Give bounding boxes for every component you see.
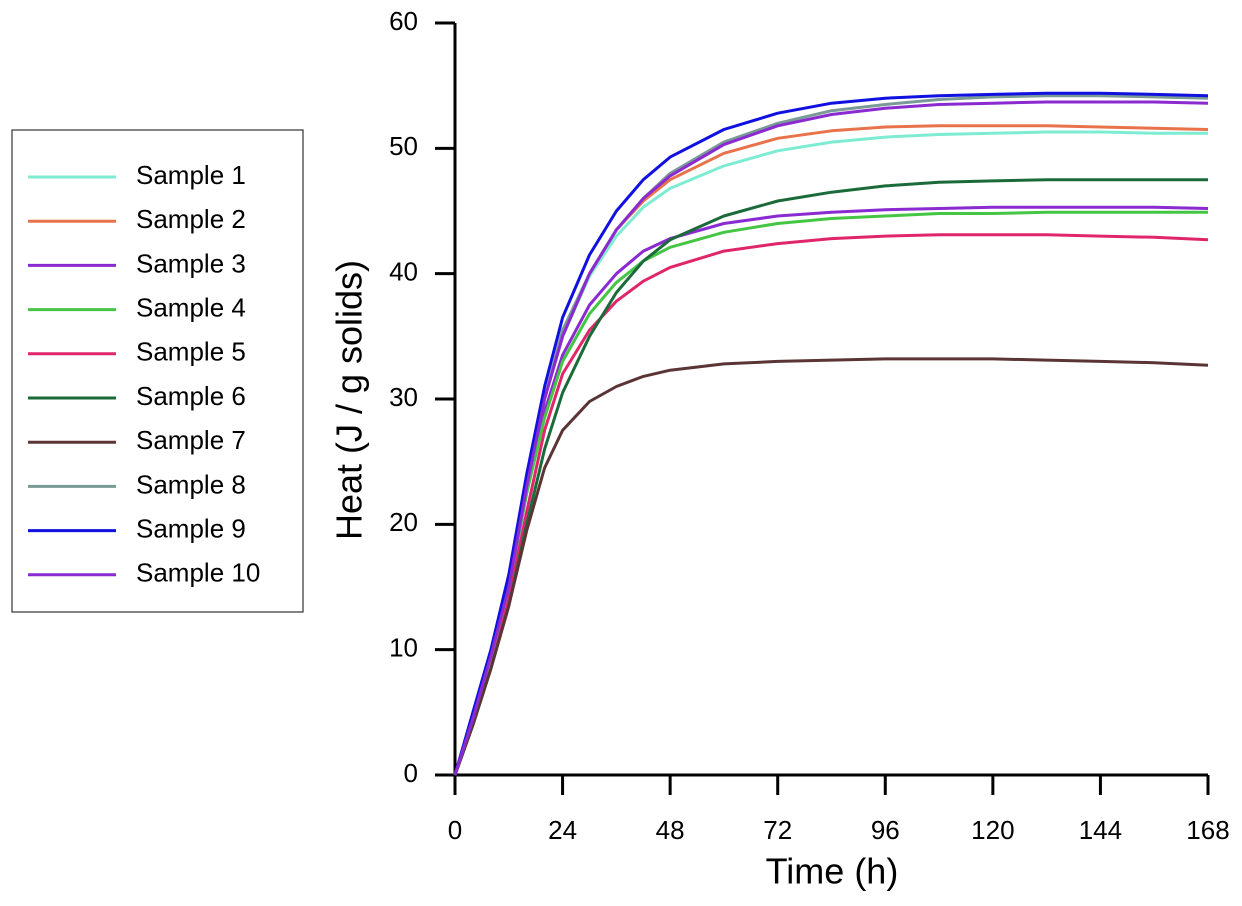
legend-label: Sample 1 [136, 160, 246, 190]
y-tick-label: 10 [389, 633, 418, 663]
series-line [453, 233, 1209, 776]
legend-label: Sample 2 [136, 204, 246, 234]
legend-label: Sample 5 [136, 337, 246, 367]
x-tick-label: 48 [656, 815, 685, 845]
series-line [453, 205, 1209, 776]
legend-label: Sample 3 [136, 248, 246, 278]
series-line [453, 91, 1209, 776]
series-line [453, 100, 1209, 776]
legend-label: Sample 7 [136, 425, 246, 455]
x-tick-label: 72 [763, 815, 792, 845]
series-line [453, 124, 1209, 776]
y-tick-label: 60 [389, 6, 418, 36]
legend-label: Sample 10 [136, 558, 260, 588]
x-tick-label: 96 [871, 815, 900, 845]
x-axis-title: Time (h) [766, 851, 899, 892]
x-tick-label: 24 [548, 815, 577, 845]
x-tick-label: 0 [448, 815, 462, 845]
y-tick-label: 40 [389, 257, 418, 287]
y-tick-label: 0 [404, 758, 418, 788]
x-tick-label: 144 [1079, 815, 1122, 845]
series-line [453, 210, 1208, 776]
legend-label: Sample 6 [136, 381, 246, 411]
series-line [453, 94, 1209, 776]
series-line [453, 178, 1208, 776]
y-tick-label: 20 [389, 507, 418, 537]
legend-label: Sample 4 [136, 292, 246, 322]
x-tick-label: 168 [1186, 815, 1229, 845]
legend-label: Sample 8 [136, 469, 246, 499]
legend-label: Sample 9 [136, 513, 246, 543]
series-line [453, 130, 1208, 776]
series-line [453, 357, 1209, 776]
y-tick-label: 30 [389, 382, 418, 412]
y-tick-label: 50 [389, 131, 418, 161]
y-axis-title: Heat (J / g solids) [329, 260, 370, 540]
x-tick-label: 120 [971, 815, 1014, 845]
